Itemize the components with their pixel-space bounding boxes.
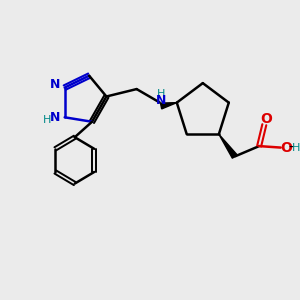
Text: -: - [289,141,293,155]
Text: N: N [50,78,60,91]
Text: H: H [157,89,165,99]
Text: O: O [260,112,272,126]
Text: O: O [280,141,292,154]
Text: N: N [50,111,60,124]
Text: H: H [292,143,300,153]
Text: N: N [156,94,166,107]
Text: H: H [43,115,51,125]
Polygon shape [160,103,177,109]
Polygon shape [219,134,237,158]
